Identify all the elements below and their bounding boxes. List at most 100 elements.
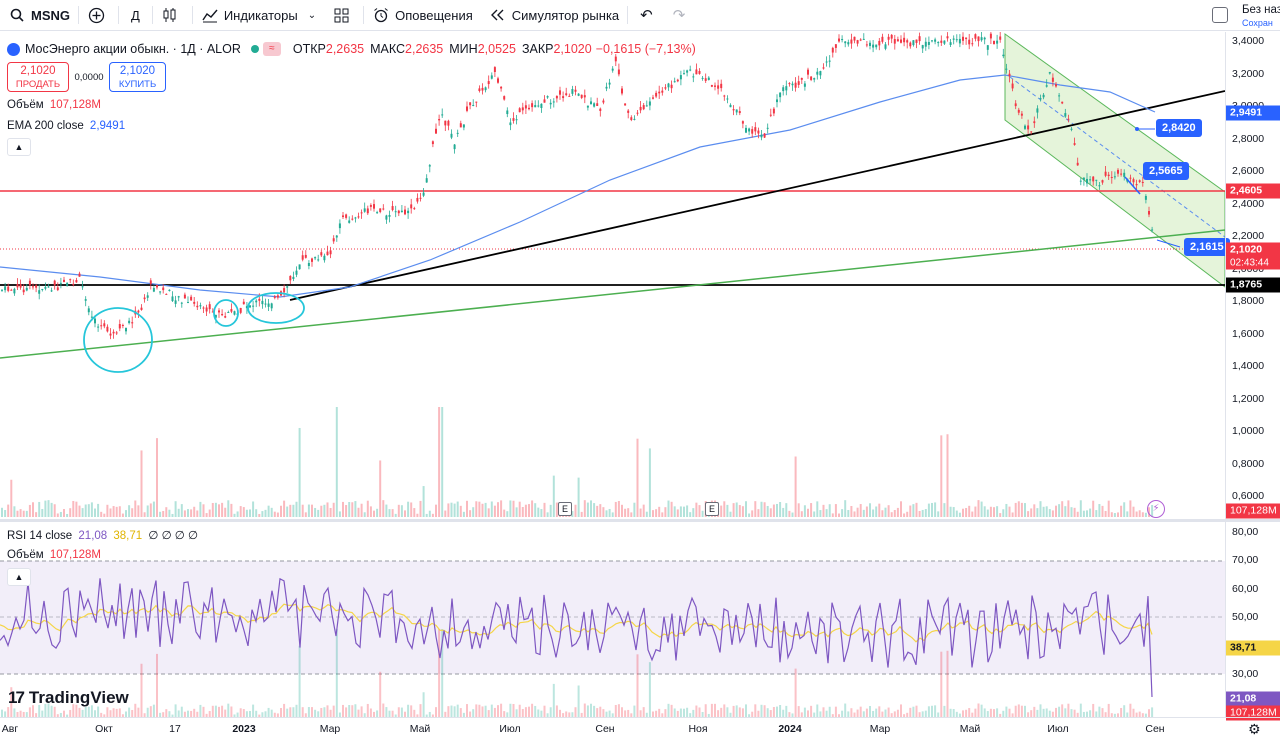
volume-bar — [416, 513, 419, 517]
candle-body — [106, 326, 109, 332]
price-scale[interactable]: 0,6000 0,8000 1,0000 1,2000 1,4000 1,6000 1,80… — [1225, 32, 1280, 519]
time-scale[interactable]: ⚙ Авг Окт 17 2023 Мар Май Июл Сен Ноя 2024 Мар Май И… — [0, 717, 1280, 739]
rsi-volume-bar — [438, 629, 441, 717]
collapse-legend-button[interactable]: ▲ — [7, 138, 31, 156]
volume-bar — [35, 512, 38, 517]
earnings-marker[interactable]: E — [558, 502, 572, 516]
candle-body — [695, 69, 698, 75]
rsi-volume-bar — [642, 707, 645, 717]
volume-bar — [853, 511, 856, 517]
chart-type-button[interactable] — [153, 0, 192, 31]
rsi-volume-bar — [1008, 708, 1011, 717]
candle-body — [326, 251, 329, 256]
candle-body — [645, 105, 648, 107]
volume-bar — [865, 506, 868, 517]
candle-body — [1048, 72, 1051, 74]
sell-button[interactable]: 2,1020 ПРОДАТЬ — [7, 62, 69, 92]
rsi-volume-bar — [624, 710, 627, 717]
volume-bar — [25, 510, 28, 517]
compare-button[interactable] — [79, 0, 118, 31]
rsi-volume-bar — [577, 685, 580, 717]
indicators-button[interactable]: Индикаторы ⌄ — [193, 0, 324, 31]
volume-bars — [1, 407, 1154, 517]
replay-button[interactable]: Симулятор рынка — [481, 0, 627, 31]
volume-bar — [1014, 502, 1017, 517]
symbol-search[interactable]: MSNG — [0, 0, 78, 31]
rsi-volume-bar — [125, 711, 127, 717]
candle-body — [81, 286, 84, 288]
volume-bar — [726, 504, 729, 517]
rsi-volume-bar — [1092, 703, 1095, 717]
candle-body — [543, 99, 546, 103]
chevron-down-icon: ⌄ — [307, 9, 317, 21]
price-chip[interactable]: 2,1615 — [1184, 238, 1230, 256]
rsi-key: RSI 14 close — [7, 530, 73, 542]
rsi-volume-bar — [531, 703, 534, 717]
rsi-volume-bar — [369, 708, 372, 717]
candle-body — [255, 300, 258, 303]
candle-body — [466, 106, 468, 111]
undo-button[interactable]: ↶ — [628, 0, 665, 31]
volume-bar — [1082, 510, 1085, 517]
rsi-volume-legend[interactable]: Объём 107,128M — [7, 549, 101, 561]
volume-bar — [1120, 505, 1123, 517]
rsi-volume-bar — [211, 705, 214, 717]
alerts-label: Оповещения — [395, 7, 473, 23]
black-trendline — [289, 90, 1225, 301]
rsi-volume-bar — [249, 710, 251, 717]
candle-body — [131, 322, 134, 324]
candle-body — [224, 316, 227, 318]
rsi-volume-bar — [884, 709, 887, 717]
volume-bar — [949, 506, 952, 517]
tradingview-logo[interactable]: 17 TradingView — [8, 688, 129, 708]
interval-button[interactable]: Д — [119, 0, 152, 31]
rsi-volume-bar — [450, 705, 453, 717]
candle-body — [552, 101, 555, 103]
rsi-volume-bar — [400, 707, 403, 717]
volume-bar — [679, 506, 682, 517]
pane-separator[interactable] — [0, 519, 1280, 522]
collapse-rsi-legend-button[interactable]: ▲ — [7, 568, 31, 586]
volume-bar — [1129, 500, 1132, 517]
rsi-legend[interactable]: RSI 14 close 21,08 38,71 ∅ ∅ ∅ ∅ — [7, 528, 198, 542]
price-chart[interactable] — [0, 32, 1225, 517]
rsi-volume-bar — [214, 705, 217, 717]
settings-icon[interactable]: ⚙ — [1248, 721, 1261, 737]
candle-body — [738, 111, 741, 114]
price-chip[interactable]: 2,5665 — [1143, 162, 1189, 180]
layouts-button[interactable] — [324, 0, 363, 31]
layout-checkbox[interactable] — [1212, 7, 1228, 23]
price-tick: 2,6000 — [1232, 165, 1265, 177]
volume-legend[interactable]: Объём 107,128M — [7, 99, 101, 111]
alerts-button[interactable]: Оповещения — [364, 0, 481, 31]
rsi-volume-bar — [989, 708, 992, 717]
volume-bar — [735, 502, 738, 517]
candle-body — [205, 307, 208, 312]
price-tick: 3,2000 — [1232, 67, 1265, 80]
volume-bar — [385, 504, 388, 517]
volume-bar — [574, 504, 577, 517]
candle-body — [776, 99, 778, 103]
volume-bar — [1024, 503, 1026, 517]
candle-body — [500, 86, 503, 89]
candle-body — [109, 333, 112, 336]
rsi-volume-bar — [1036, 709, 1039, 717]
rsi-chart[interactable] — [0, 522, 1225, 717]
rsi-volume-bar — [311, 707, 313, 717]
volume-bar — [320, 505, 323, 517]
buy-button[interactable]: 2,1020 КУПИТЬ — [109, 62, 166, 92]
volume-bar — [1051, 510, 1054, 517]
rsi-volume-bar — [772, 707, 775, 717]
redo-button[interactable]: ↷ — [665, 0, 694, 31]
candle-body — [177, 296, 180, 298]
price-chip[interactable]: 2,8420 — [1156, 119, 1202, 137]
candle-body — [128, 320, 131, 324]
volume-bar — [890, 512, 893, 517]
earnings-marker[interactable]: E — [705, 502, 719, 516]
candle-body — [906, 40, 909, 43]
ema-legend[interactable]: EMA 200 close 2,9491 — [7, 120, 125, 132]
lightning-icon[interactable]: ⚡ — [1147, 500, 1165, 518]
layout-name[interactable]: Без назв Сохран — [1242, 0, 1280, 30]
rsi-volume-bar — [190, 710, 193, 717]
